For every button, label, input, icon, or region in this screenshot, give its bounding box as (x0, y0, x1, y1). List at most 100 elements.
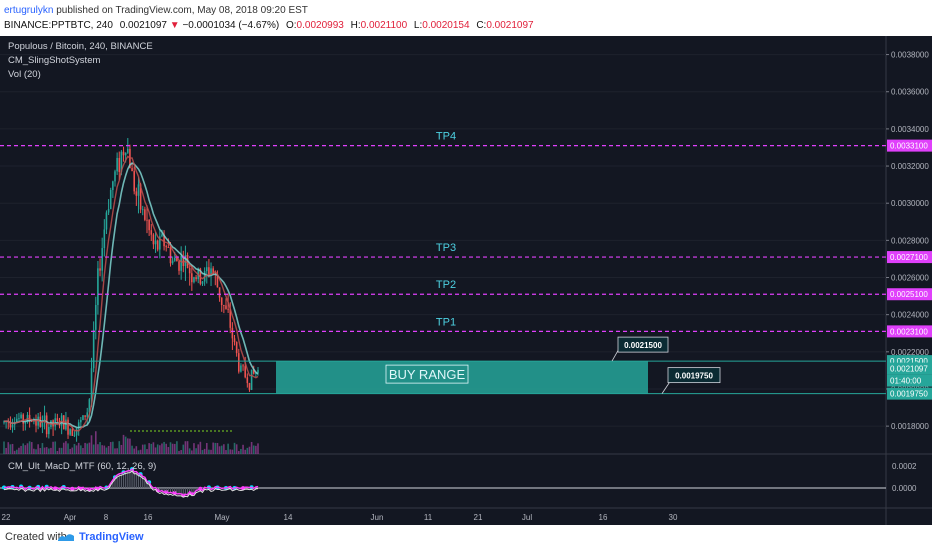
candle-body (86, 412, 89, 417)
target-label-tp2: TP2 (436, 279, 456, 291)
candle-body (126, 148, 129, 153)
volume-bar (137, 450, 140, 454)
price-chart-svg[interactable]: TP4 TP3 TP2 TP1 BUY RANGE 0.0021500 0.0019750… (0, 36, 932, 525)
macd-hist-bar (146, 481, 148, 488)
price-badge-text: 0.0025100 (890, 290, 928, 299)
macd-hist-bar (122, 472, 125, 488)
volume-bar (229, 449, 232, 454)
candle-body (120, 151, 123, 172)
volume-bar (163, 441, 165, 454)
volume-bar (205, 443, 208, 454)
volume-bar (252, 445, 255, 454)
volume-bar (75, 445, 78, 454)
candle-body (88, 399, 91, 413)
candle-body (233, 338, 236, 343)
price-tick-label: 0.0022000 (891, 348, 929, 357)
volume-bar (60, 447, 63, 454)
volume-bar (94, 431, 97, 454)
volume-bar (218, 446, 221, 454)
close-value: 0.0021097 (486, 20, 534, 31)
macd-hist-bar (116, 475, 118, 488)
candle-body (141, 209, 144, 211)
volume-bar (58, 447, 61, 454)
volume-bar (48, 448, 50, 454)
volume-bar (201, 450, 204, 454)
volume-bar (237, 450, 240, 454)
author-link[interactable]: ertugrulykn (4, 5, 54, 16)
volume-bar (186, 441, 189, 454)
time-tick-label: 8 (104, 513, 109, 522)
volume-bar (255, 445, 257, 454)
volume-bar (195, 448, 197, 454)
volume-bar (240, 448, 242, 454)
candle-body (101, 248, 103, 271)
candle-body (48, 426, 50, 435)
time-tick-label: May (214, 513, 229, 522)
volume-bar (99, 442, 101, 454)
price-tick-label: 0.0028000 (891, 236, 929, 245)
candle-body (103, 229, 106, 249)
time-tick-label: Apr (64, 513, 77, 522)
macd-hist-bar (133, 471, 135, 488)
candle-body (242, 365, 244, 367)
candle-body (146, 219, 148, 221)
candle-body (231, 327, 234, 339)
target-label-tp3: TP3 (436, 242, 456, 254)
chart-panel[interactable]: TP4 TP3 TP2 TP1 BUY RANGE 0.0021500 0.0019750… (0, 36, 932, 525)
candle-body (92, 329, 95, 369)
volume-bar (84, 442, 86, 454)
candle-body (90, 368, 93, 400)
volume-bar (225, 450, 227, 454)
candle-body (227, 308, 229, 310)
time-axis[interactable]: 22 Apr 8 16 May 14 Jun 11 21 Jul 16 30 (2, 513, 678, 522)
low-value: 0.0020154 (422, 20, 470, 31)
candle-body (16, 418, 18, 423)
volume-bar (62, 442, 65, 454)
price-badge-text: 0.0027100 (890, 253, 928, 262)
candle-body (240, 365, 242, 372)
candle-body (216, 274, 219, 288)
macd-hist-bar (112, 479, 114, 488)
callout-bottom-pointer (661, 381, 671, 394)
price-change: −0.0001034 (−4.67%) (182, 20, 280, 31)
candle-body (11, 424, 14, 428)
macd-hist-bar (120, 473, 122, 488)
macd-hist-bar (193, 488, 195, 494)
macd-line (3, 468, 259, 496)
volume-bar (133, 448, 136, 454)
volume-bar (193, 443, 195, 454)
callout-top-value: 0.0021500 (624, 341, 662, 350)
time-tick-label: 22 (2, 513, 11, 522)
price-badge (887, 139, 932, 152)
volume-bar (3, 441, 5, 454)
volume-bar (90, 435, 93, 454)
volume-bar (67, 443, 69, 454)
candle-body (22, 414, 25, 424)
publish-line: ertugrulykn published on TradingView.com… (4, 5, 308, 16)
volume-bar (120, 444, 123, 454)
candle-body (163, 234, 165, 247)
price-badge-text: 0.0021500 (890, 357, 928, 366)
macd-hist-bar (131, 469, 133, 488)
volume-bar (246, 447, 249, 454)
price-tick-label: 0.0032000 (891, 162, 929, 171)
price-axis[interactable]: 0.0038000 0.0036000 0.0034000 0.0032000 0.00… (886, 51, 932, 432)
volume-bar (197, 444, 200, 454)
publish-info: published on TradingView.com, May 08, 20… (56, 5, 308, 16)
candle-body (244, 366, 246, 378)
candle-body (107, 209, 110, 213)
legend-slingshot: CM_SlingShotSystem (8, 55, 101, 66)
volume-bar (107, 446, 110, 454)
volume-bar (169, 442, 172, 454)
price-tick-label: 0.0036000 (891, 88, 929, 97)
time-tick-label: 16 (144, 513, 153, 522)
tradingview-brand[interactable]: TradingView (79, 531, 144, 543)
candle-body (109, 190, 112, 210)
callout-bottom-value: 0.0019750 (675, 372, 713, 381)
volume-bar (122, 434, 125, 454)
candle-body (237, 353, 240, 372)
volume-bar (220, 445, 223, 454)
buy-range-group[interactable]: BUY RANGE 0.0021500 0.0019750 (0, 336, 886, 395)
candle-body (255, 372, 257, 374)
macd-hist-bar (137, 473, 140, 488)
